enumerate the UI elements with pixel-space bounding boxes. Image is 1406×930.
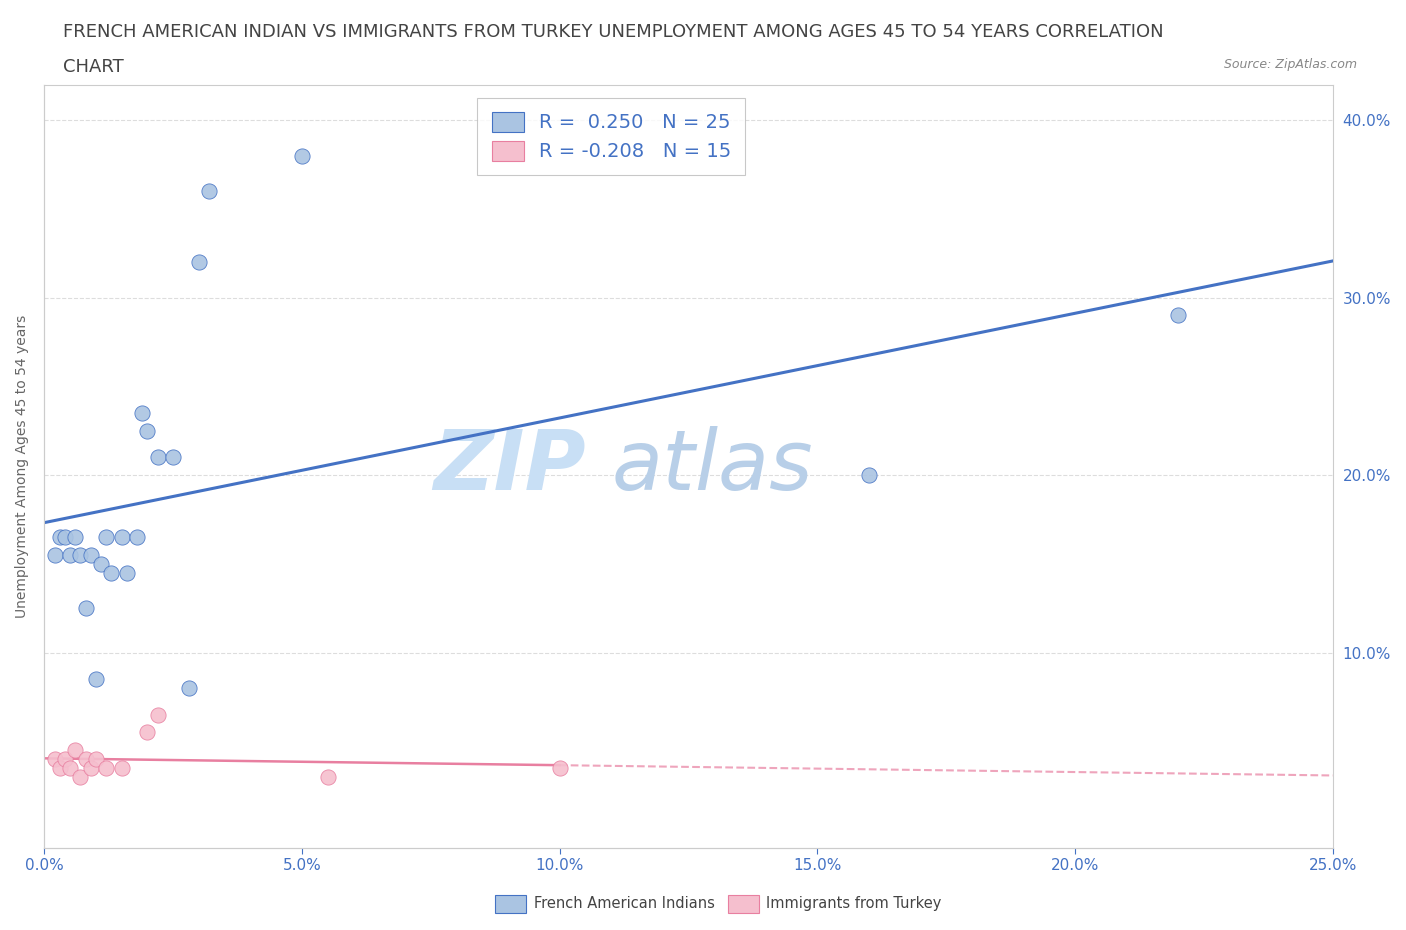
Point bbox=[79, 761, 101, 776]
Point bbox=[69, 769, 91, 784]
Point bbox=[858, 468, 880, 483]
Point bbox=[59, 548, 82, 563]
Point bbox=[146, 450, 169, 465]
Text: Immigrants from Turkey: Immigrants from Turkey bbox=[766, 897, 942, 911]
Point bbox=[75, 751, 97, 766]
Point bbox=[110, 530, 132, 545]
Point bbox=[90, 556, 112, 571]
Point bbox=[162, 450, 184, 465]
Point bbox=[100, 565, 122, 580]
Point bbox=[1167, 308, 1189, 323]
Point bbox=[291, 148, 314, 163]
Point bbox=[146, 707, 169, 722]
Text: atlas: atlas bbox=[612, 426, 813, 507]
Point bbox=[84, 751, 107, 766]
Text: CHART: CHART bbox=[63, 58, 124, 75]
Point bbox=[110, 761, 132, 776]
Text: Source: ZipAtlas.com: Source: ZipAtlas.com bbox=[1223, 58, 1357, 71]
Point bbox=[94, 761, 117, 776]
Point bbox=[316, 769, 339, 784]
Point bbox=[131, 405, 153, 420]
Point bbox=[59, 761, 82, 776]
Text: ZIP: ZIP bbox=[433, 426, 585, 507]
Y-axis label: Unemployment Among Ages 45 to 54 years: Unemployment Among Ages 45 to 54 years bbox=[15, 314, 30, 618]
Point bbox=[63, 743, 86, 758]
Point bbox=[177, 681, 200, 696]
Point bbox=[69, 548, 91, 563]
Point bbox=[63, 530, 86, 545]
Point bbox=[53, 751, 76, 766]
Legend: R =  0.250   N = 25, R = -0.208   N = 15: R = 0.250 N = 25, R = -0.208 N = 15 bbox=[477, 98, 745, 175]
Text: French American Indians: French American Indians bbox=[534, 897, 716, 911]
Point bbox=[48, 530, 70, 545]
Point bbox=[44, 751, 66, 766]
Text: FRENCH AMERICAN INDIAN VS IMMIGRANTS FROM TURKEY UNEMPLOYMENT AMONG AGES 45 TO 5: FRENCH AMERICAN INDIAN VS IMMIGRANTS FRO… bbox=[63, 23, 1164, 41]
Point bbox=[125, 530, 148, 545]
Point bbox=[198, 184, 221, 199]
Point bbox=[53, 530, 76, 545]
Point bbox=[136, 725, 159, 740]
Point bbox=[115, 565, 138, 580]
Point bbox=[136, 423, 159, 438]
Point bbox=[94, 530, 117, 545]
Point bbox=[48, 761, 70, 776]
Point bbox=[75, 601, 97, 616]
Point bbox=[44, 548, 66, 563]
Point bbox=[548, 761, 571, 776]
Point bbox=[84, 671, 107, 686]
Point bbox=[79, 548, 101, 563]
Point bbox=[187, 255, 209, 270]
